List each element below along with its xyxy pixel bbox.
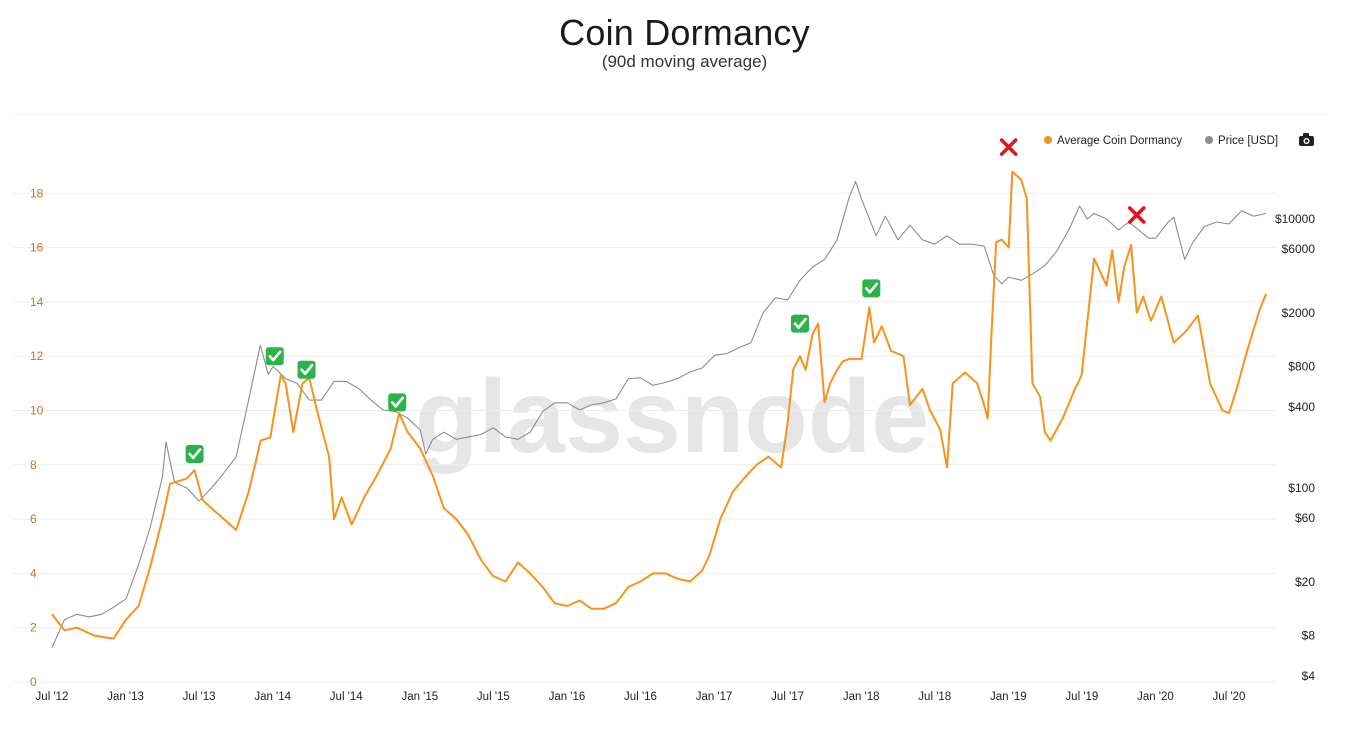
left-tick-label: 4 [30, 566, 37, 580]
left-tick-label: 12 [30, 349, 44, 363]
gridlines [14, 192, 1275, 683]
check-mark-icon [185, 444, 204, 463]
check-mark-icon [265, 347, 284, 366]
right-tick-label: $4 [1302, 669, 1316, 683]
check-mark-icon [388, 393, 407, 412]
dormancy-series-line [51, 170, 1268, 640]
series-layer [51, 170, 1268, 648]
legend[interactable]: Average Coin Dormancy Price [USD] [1044, 135, 1278, 147]
left-tick-label: 10 [30, 404, 44, 418]
left-tick-label: 18 [30, 186, 44, 200]
left-tick-label: 6 [30, 512, 37, 526]
right-tick-label: $60 [1295, 511, 1315, 525]
chart-title: Coin Dormancy [559, 12, 810, 53]
left-tick-label: 0 [30, 675, 37, 689]
x-tick-label: Jan '14 [254, 691, 291, 703]
x-tick-label: Jul '15 [477, 691, 510, 703]
right-tick-label: $6000 [1282, 242, 1316, 256]
x-tick-label: Jul '19 [1065, 691, 1098, 703]
annotations [185, 138, 1146, 463]
x-tick-label: Jan '15 [401, 691, 438, 703]
legend-swatch-dormancy [1044, 136, 1052, 144]
price-series-line [51, 180, 1267, 648]
left-tick-label: 16 [30, 241, 44, 255]
x-tick-label: Jul '20 [1213, 691, 1246, 703]
right-tick-label: $8 [1302, 629, 1316, 643]
x-tick-label: Jul '12 [36, 691, 69, 703]
right-tick-label: $10000 [1275, 212, 1315, 226]
right-tick-label: $400 [1288, 400, 1315, 414]
cross-mark-icon [1127, 206, 1146, 224]
x-tick-label: Jan '19 [990, 691, 1027, 703]
check-mark-icon [791, 314, 810, 333]
right-tick-label: $20 [1295, 575, 1315, 589]
x-tick-label: Jan '17 [696, 691, 733, 703]
x-tick-label: Jan '16 [549, 691, 586, 703]
watermark: glassnode [415, 359, 929, 475]
x-tick-label: Jul '13 [183, 691, 216, 703]
legend-label-dormancy[interactable]: Average Coin Dormancy [1057, 135, 1182, 147]
left-tick-label: 8 [30, 458, 37, 472]
left-tick-label: 14 [30, 295, 44, 309]
cross-mark-icon [999, 138, 1018, 156]
chart-subtitle: (90d moving average) [601, 52, 768, 71]
right-tick-label: $800 [1288, 360, 1315, 374]
right-tick-label: $100 [1288, 481, 1315, 495]
legend-swatch-price [1205, 136, 1213, 144]
right-tick-label: $2000 [1282, 306, 1316, 320]
left-tick-label: 2 [30, 621, 37, 635]
x-tick-label: Jul '14 [330, 691, 363, 703]
check-mark-icon [862, 279, 881, 298]
x-tick-label: Jan '13 [107, 691, 144, 703]
x-tick-label: Jan '20 [1137, 691, 1174, 703]
camera-icon[interactable] [1299, 133, 1314, 146]
left-axis-ticks: 0 2 4 6 8 10 12 14 16 18 [30, 186, 44, 689]
legend-label-price[interactable]: Price [USD] [1218, 135, 1278, 147]
x-tick-label: Jul '18 [918, 691, 951, 703]
x-tick-label: Jan '18 [843, 691, 880, 703]
x-tick-label: Jul '16 [624, 691, 657, 703]
check-mark-icon [297, 360, 316, 379]
x-tick-label: Jul '17 [771, 691, 804, 703]
x-axis-ticks: Jul '12 Jan '13 Jul '13 Jan '14 Jul '14 Jan '… [36, 691, 1246, 703]
right-axis-ticks: $4 $8 $20 $60 $100 $400 $800 $2000 $6000 $10000 [1275, 212, 1315, 683]
